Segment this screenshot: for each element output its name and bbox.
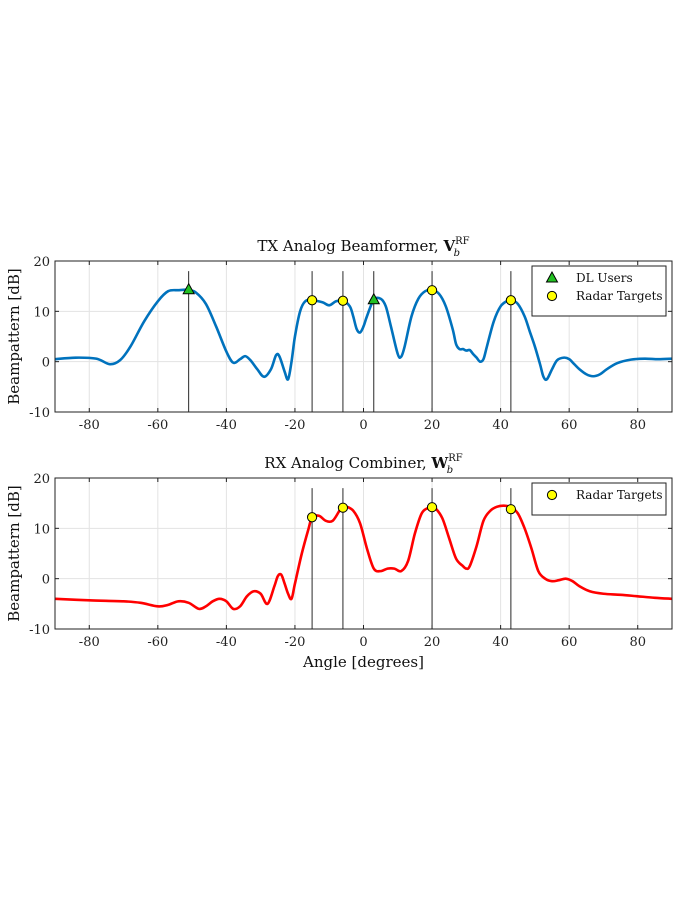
radar-target-marker	[306, 295, 318, 306]
x-tick-label: 20	[424, 635, 441, 650]
title-subscript: b	[454, 248, 460, 259]
title-symbol: W	[430, 454, 449, 472]
y-tick-label: -10	[29, 623, 50, 638]
y-tick-label: 0	[42, 356, 50, 371]
title-text: RX Analog Combiner,	[264, 454, 431, 472]
y-axis-label: Beampattern [dB]	[5, 268, 23, 404]
x-tick-label: 80	[629, 418, 646, 433]
x-tick-label: -20	[284, 635, 305, 650]
y-tick-label: 20	[33, 255, 50, 270]
title-superscript: RF	[448, 453, 463, 464]
radar-target-marker	[337, 502, 349, 513]
chart-title: TX Analog Beamformer, VRF b	[257, 236, 469, 259]
x-tick-label: 80	[629, 635, 646, 650]
title-subscript: b	[447, 465, 453, 476]
chart-title: RX Analog Combiner, WRF b	[264, 453, 462, 476]
radar-target-marker	[505, 504, 516, 515]
x-tick-label: -60	[147, 418, 168, 433]
x-tick-label: -80	[79, 635, 100, 650]
title-symbol: V	[442, 237, 455, 255]
x-tick-label: -80	[79, 418, 100, 433]
radar-target-marker	[505, 295, 516, 306]
radar-target-marker	[337, 295, 349, 306]
legend-label: Radar Targets	[576, 488, 663, 502]
y-tick-label: 0	[42, 573, 50, 588]
title-superscript: RF	[455, 236, 470, 247]
x-tick-label: 60	[561, 418, 578, 433]
x-tick-label: 0	[359, 635, 367, 650]
radar-target-marker	[426, 285, 438, 296]
legend-box	[531, 265, 667, 317]
x-axis-label: Angle [degrees]	[302, 653, 424, 671]
y-axis-label: Beampattern [dB]	[5, 485, 23, 621]
dl-user-marker	[182, 282, 196, 295]
chart-panel-2: -80 -60 -40 -20 0 20 40 60 80 -10 0 10 20 Beampattern…	[5, 453, 673, 671]
x-tick-label: 20	[424, 418, 441, 433]
legend-label: Radar Targets	[576, 289, 663, 303]
chart-panel-1: -80 -60 -40 -20 0 20 40 60 80 -10 0 10 20 Beampattern…	[5, 236, 673, 433]
series-line	[54, 288, 673, 382]
x-tick-label: -60	[147, 635, 168, 650]
x-tick-label: 0	[359, 418, 367, 433]
y-tick-label: -10	[29, 406, 50, 421]
series-line	[54, 504, 673, 611]
dl-user-marker	[367, 292, 381, 305]
y-tick-label: 10	[33, 522, 50, 537]
radar-target-marker	[306, 512, 318, 523]
radar-target-marker	[426, 502, 438, 513]
legend-marker-circle	[546, 489, 558, 501]
x-tick-label: 60	[561, 635, 578, 650]
legend-marker-circle	[546, 290, 558, 302]
x-tick-label: 40	[492, 635, 509, 650]
x-tick-label: 40	[492, 418, 509, 433]
legend-label: DL Users	[576, 271, 633, 285]
x-tick-label: -40	[216, 418, 237, 433]
x-tick-label: -40	[216, 635, 237, 650]
legend-marker-triangle	[545, 270, 559, 283]
title-text: TX Analog Beamformer,	[257, 237, 443, 255]
x-tick-label: -20	[284, 418, 305, 433]
y-tick-label: 20	[33, 472, 50, 487]
y-tick-label: 10	[33, 305, 50, 320]
